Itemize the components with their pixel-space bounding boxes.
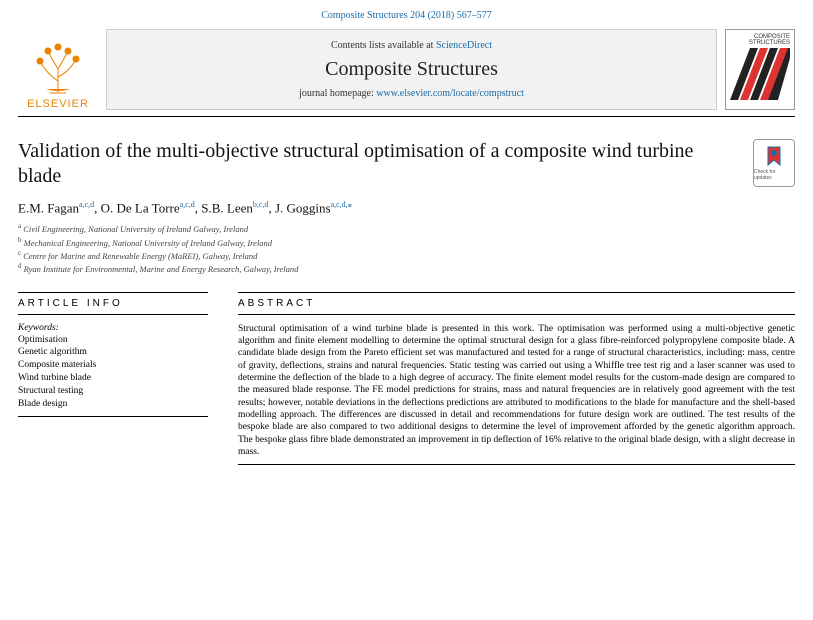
homepage-label: journal homepage: (299, 88, 376, 99)
elsevier-logo: ELSEVIER (18, 29, 98, 110)
abstract-column: ABSTRACT Structural optimisation of a wi… (238, 292, 795, 466)
paper-title: Validation of the multi-objective struct… (18, 139, 741, 189)
cover-title-2: STRUCTURES (730, 40, 790, 46)
contents-available-line: Contents lists available at ScienceDirec… (331, 40, 492, 51)
abstract-text: Structural optimisation of a wind turbin… (238, 323, 795, 466)
article-info-column: ARTICLE INFO Keywords: OptimisationGenet… (18, 292, 208, 466)
affiliations-block: a Civil Engineering, National University… (18, 222, 795, 275)
contents-box: Contents lists available at ScienceDirec… (106, 29, 717, 110)
elsevier-label: ELSEVIER (27, 98, 89, 110)
keyword-item: Genetic algorithm (18, 346, 208, 359)
updates-label: Check for updates (754, 169, 794, 181)
keyword-item: Blade design (18, 398, 208, 411)
cover-art-icon (730, 48, 790, 100)
sciencedirect-link[interactable]: ScienceDirect (436, 40, 492, 51)
journal-header: ELSEVIER Contents lists available at Sci… (18, 29, 795, 117)
citation-line: Composite Structures 204 (2018) 567–577 (18, 10, 795, 21)
keyword-item: Structural testing (18, 385, 208, 398)
journal-homepage-line: journal homepage: www.elsevier.com/locat… (299, 88, 524, 99)
journal-cover-thumbnail: COMPOSITE STRUCTURES (725, 29, 795, 110)
journal-name: Composite Structures (325, 58, 498, 81)
keyword-item: Optimisation (18, 334, 208, 347)
keywords-list: OptimisationGenetic algorithmComposite m… (18, 334, 208, 418)
abstract-header: ABSTRACT (238, 292, 795, 315)
keywords-label: Keywords: (18, 323, 208, 333)
homepage-link[interactable]: www.elsevier.com/locate/compstruct (376, 88, 524, 99)
info-abstract-row: ARTICLE INFO Keywords: OptimisationGenet… (18, 292, 795, 466)
article-info-header: ARTICLE INFO (18, 292, 208, 315)
check-updates-badge[interactable]: Check for updates (753, 139, 795, 187)
elsevier-tree-icon (28, 41, 88, 96)
authors-line: E.M. Fagana,c,d, O. De La Torrea,c,d, S.… (18, 199, 795, 216)
bookmark-icon (764, 145, 784, 167)
contents-text: Contents lists available at (331, 40, 436, 51)
title-row: Validation of the multi-objective struct… (18, 139, 795, 189)
keyword-item: Wind turbine blade (18, 372, 208, 385)
keyword-item: Composite materials (18, 359, 208, 372)
